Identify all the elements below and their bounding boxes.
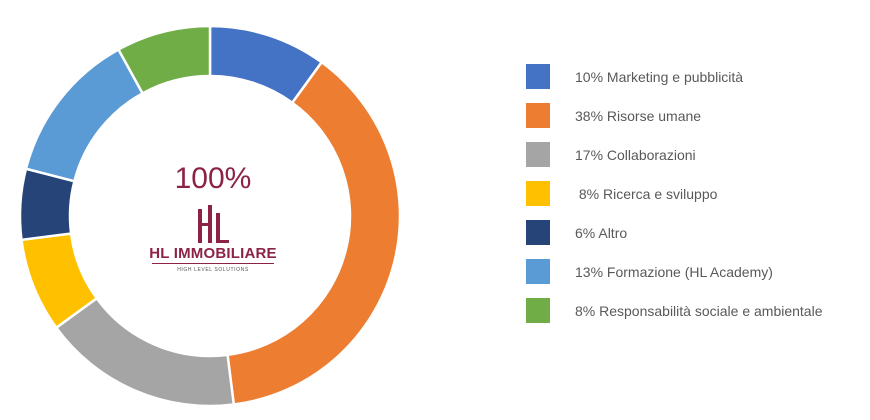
logo-title: HL IMMOBILIARE [149,245,277,262]
donut-slice-3 [54,296,236,408]
legend-swatch [526,298,550,323]
logo-subtitle: HIGH LEVEL SOLUTIONS [177,267,249,273]
donut-chart [18,24,402,408]
legend-item-5: 6% Altro [526,220,822,245]
hl-monogram-icon [198,205,229,243]
legend-label: 6% Altro [575,224,628,241]
legend-swatch [526,220,550,245]
legend-swatch [526,103,550,128]
legend-label: 8% Ricerca e sviluppo [575,185,718,202]
legend-label: 8% Responsabilità sociale e ambientale [575,302,823,319]
legend-label: 13% Formazione (HL Academy) [575,263,773,280]
hl-immobiliare-logo: HL IMMOBILIARE HIGH LEVEL SOLUTIONS [140,203,286,275]
chart-legend: 10% Marketing e pubblicità 38% Risorse um… [526,64,822,337]
legend-swatch [526,259,550,284]
legend-item-7: 8% Responsabilità sociale e ambientale [526,298,822,323]
legend-label: 38% Risorse umane [575,107,702,124]
legend-swatch [526,142,550,167]
legend-item-1: 10% Marketing e pubblicità [526,64,822,89]
legend-item-4: 8% Ricerca e sviluppo [526,181,822,206]
legend-label: 10% Marketing e pubblicità [575,68,744,85]
donut-slice-2 [226,60,402,406]
center-total-label: 100% [174,162,252,195]
legend-item-3: 17% Collaborazioni [526,142,822,167]
legend-item-6: 13% Formazione (HL Academy) [526,259,822,284]
donut-slice-7 [116,24,212,96]
legend-label: 17% Collaborazioni [575,146,696,163]
logo-divider [152,263,274,264]
legend-swatch [526,64,550,89]
legend-item-2: 38% Risorse umane [526,103,822,128]
legend-swatch [526,181,550,206]
